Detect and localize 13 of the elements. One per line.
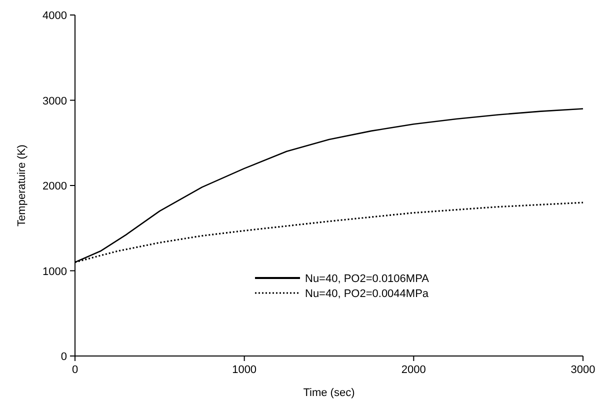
y-tick-label: 2000: [42, 180, 67, 192]
y-axis-title: Temperatuire (K): [16, 144, 28, 226]
legend-label: Nu=40, PO2=0.0106MPA: [305, 273, 430, 285]
y-tick-label: 3000: [42, 95, 67, 108]
y-tick-label: 0: [60, 351, 67, 363]
x-axis-title: Time (sec): [303, 387, 355, 399]
x-tick-label: 2000: [401, 364, 426, 376]
legend-label: Nu=40, PO2=0.0044MPa: [305, 288, 430, 300]
x-tick-label: 0: [72, 364, 78, 376]
x-tick-label: 1000: [232, 364, 257, 376]
y-tick-label: 1000: [42, 266, 67, 278]
x-tick-label: 3000: [570, 364, 596, 376]
y-tick-label: 4000: [42, 10, 67, 22]
